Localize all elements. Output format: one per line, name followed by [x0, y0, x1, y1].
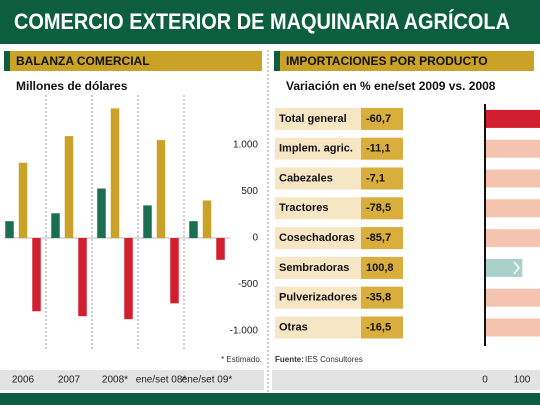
bar	[485, 318, 540, 337]
bar	[202, 200, 212, 239]
bar	[18, 162, 28, 239]
panel-header-mark	[4, 51, 10, 71]
bar	[189, 221, 198, 239]
value-box	[361, 167, 403, 190]
bar	[32, 238, 41, 312]
value-box	[361, 286, 403, 309]
main-title: COMERCIO EXTERIOR DE MAQUINARIA AGRÍCOLA	[14, 9, 510, 34]
bar	[485, 109, 540, 128]
panel-header	[274, 51, 534, 71]
axis-break	[513, 261, 520, 275]
panel-subtitle: Variación en % ene/set 2009 vs. 2008	[286, 79, 496, 93]
bar	[156, 140, 166, 239]
category-label: Sembradoras	[279, 262, 349, 274]
note: * Estimado.	[221, 355, 262, 364]
value-label: -16,5	[366, 321, 391, 333]
axis-strip	[272, 370, 540, 390]
source: IES Consultores	[305, 355, 363, 364]
panel-subtitle: Millones de dólares	[16, 79, 128, 93]
bar	[485, 288, 540, 307]
y-tick-label: 0	[252, 233, 258, 244]
value-label: -85,7	[366, 232, 391, 244]
bar	[51, 213, 60, 239]
bar	[110, 108, 120, 239]
value-box	[361, 197, 403, 220]
value-label: -7,1	[366, 172, 385, 184]
panel-header-mark	[274, 51, 280, 71]
value-box	[361, 137, 403, 160]
category-label: Total general	[279, 113, 347, 125]
value-label: -78,5	[366, 202, 391, 214]
panel-header	[4, 51, 262, 71]
bar	[124, 238, 133, 320]
source-label: Fuente:	[275, 355, 304, 364]
panel-title: BALANZA COMERCIAL	[16, 54, 150, 68]
bar	[485, 258, 523, 277]
panel-title: IMPORTACIONES POR PRODUCTO	[286, 54, 488, 68]
bar	[485, 229, 540, 248]
category-label: Otras	[279, 321, 308, 333]
value-box	[361, 107, 403, 130]
category-label: Implem. agric.	[279, 143, 353, 155]
bar	[485, 139, 540, 158]
x-tick-label: 2006	[12, 375, 35, 386]
x-tick-label: 100	[514, 375, 531, 386]
value-box	[361, 316, 403, 339]
title-banner	[0, 0, 540, 44]
x-tick-label: 0	[482, 375, 488, 386]
y-tick-label: -1.000	[230, 326, 259, 337]
bar	[216, 238, 225, 260]
bar	[64, 136, 74, 239]
x-tick-label: ene/set 09*	[182, 375, 233, 386]
category-label: Cosechadoras	[279, 232, 355, 244]
footer-bar	[0, 393, 540, 405]
value-label: -35,8	[366, 292, 391, 304]
value-box	[361, 227, 403, 250]
bar	[485, 169, 540, 188]
bar	[5, 221, 14, 239]
value-label: -60,7	[366, 113, 391, 125]
bar	[143, 205, 152, 239]
y-tick-label: 1.000	[233, 140, 258, 151]
x-tick-label: 2007	[58, 375, 81, 386]
y-tick-label: 500	[241, 186, 258, 197]
category-label: Pulverizadores	[279, 292, 357, 304]
value-label: 100,8	[366, 262, 394, 274]
axis-strip	[0, 370, 264, 390]
bar	[78, 238, 87, 317]
value-box	[361, 256, 403, 279]
bar	[97, 188, 106, 239]
y-tick-label: -500	[238, 279, 258, 290]
bar	[485, 199, 540, 218]
value-label: -11,1	[366, 143, 390, 155]
x-tick-label: 2008*	[102, 375, 128, 386]
x-tick-label: ene/set 08*	[136, 375, 187, 386]
category-label: Cabezales	[279, 172, 333, 184]
bar	[170, 238, 179, 304]
category-label: Tractores	[279, 202, 329, 214]
